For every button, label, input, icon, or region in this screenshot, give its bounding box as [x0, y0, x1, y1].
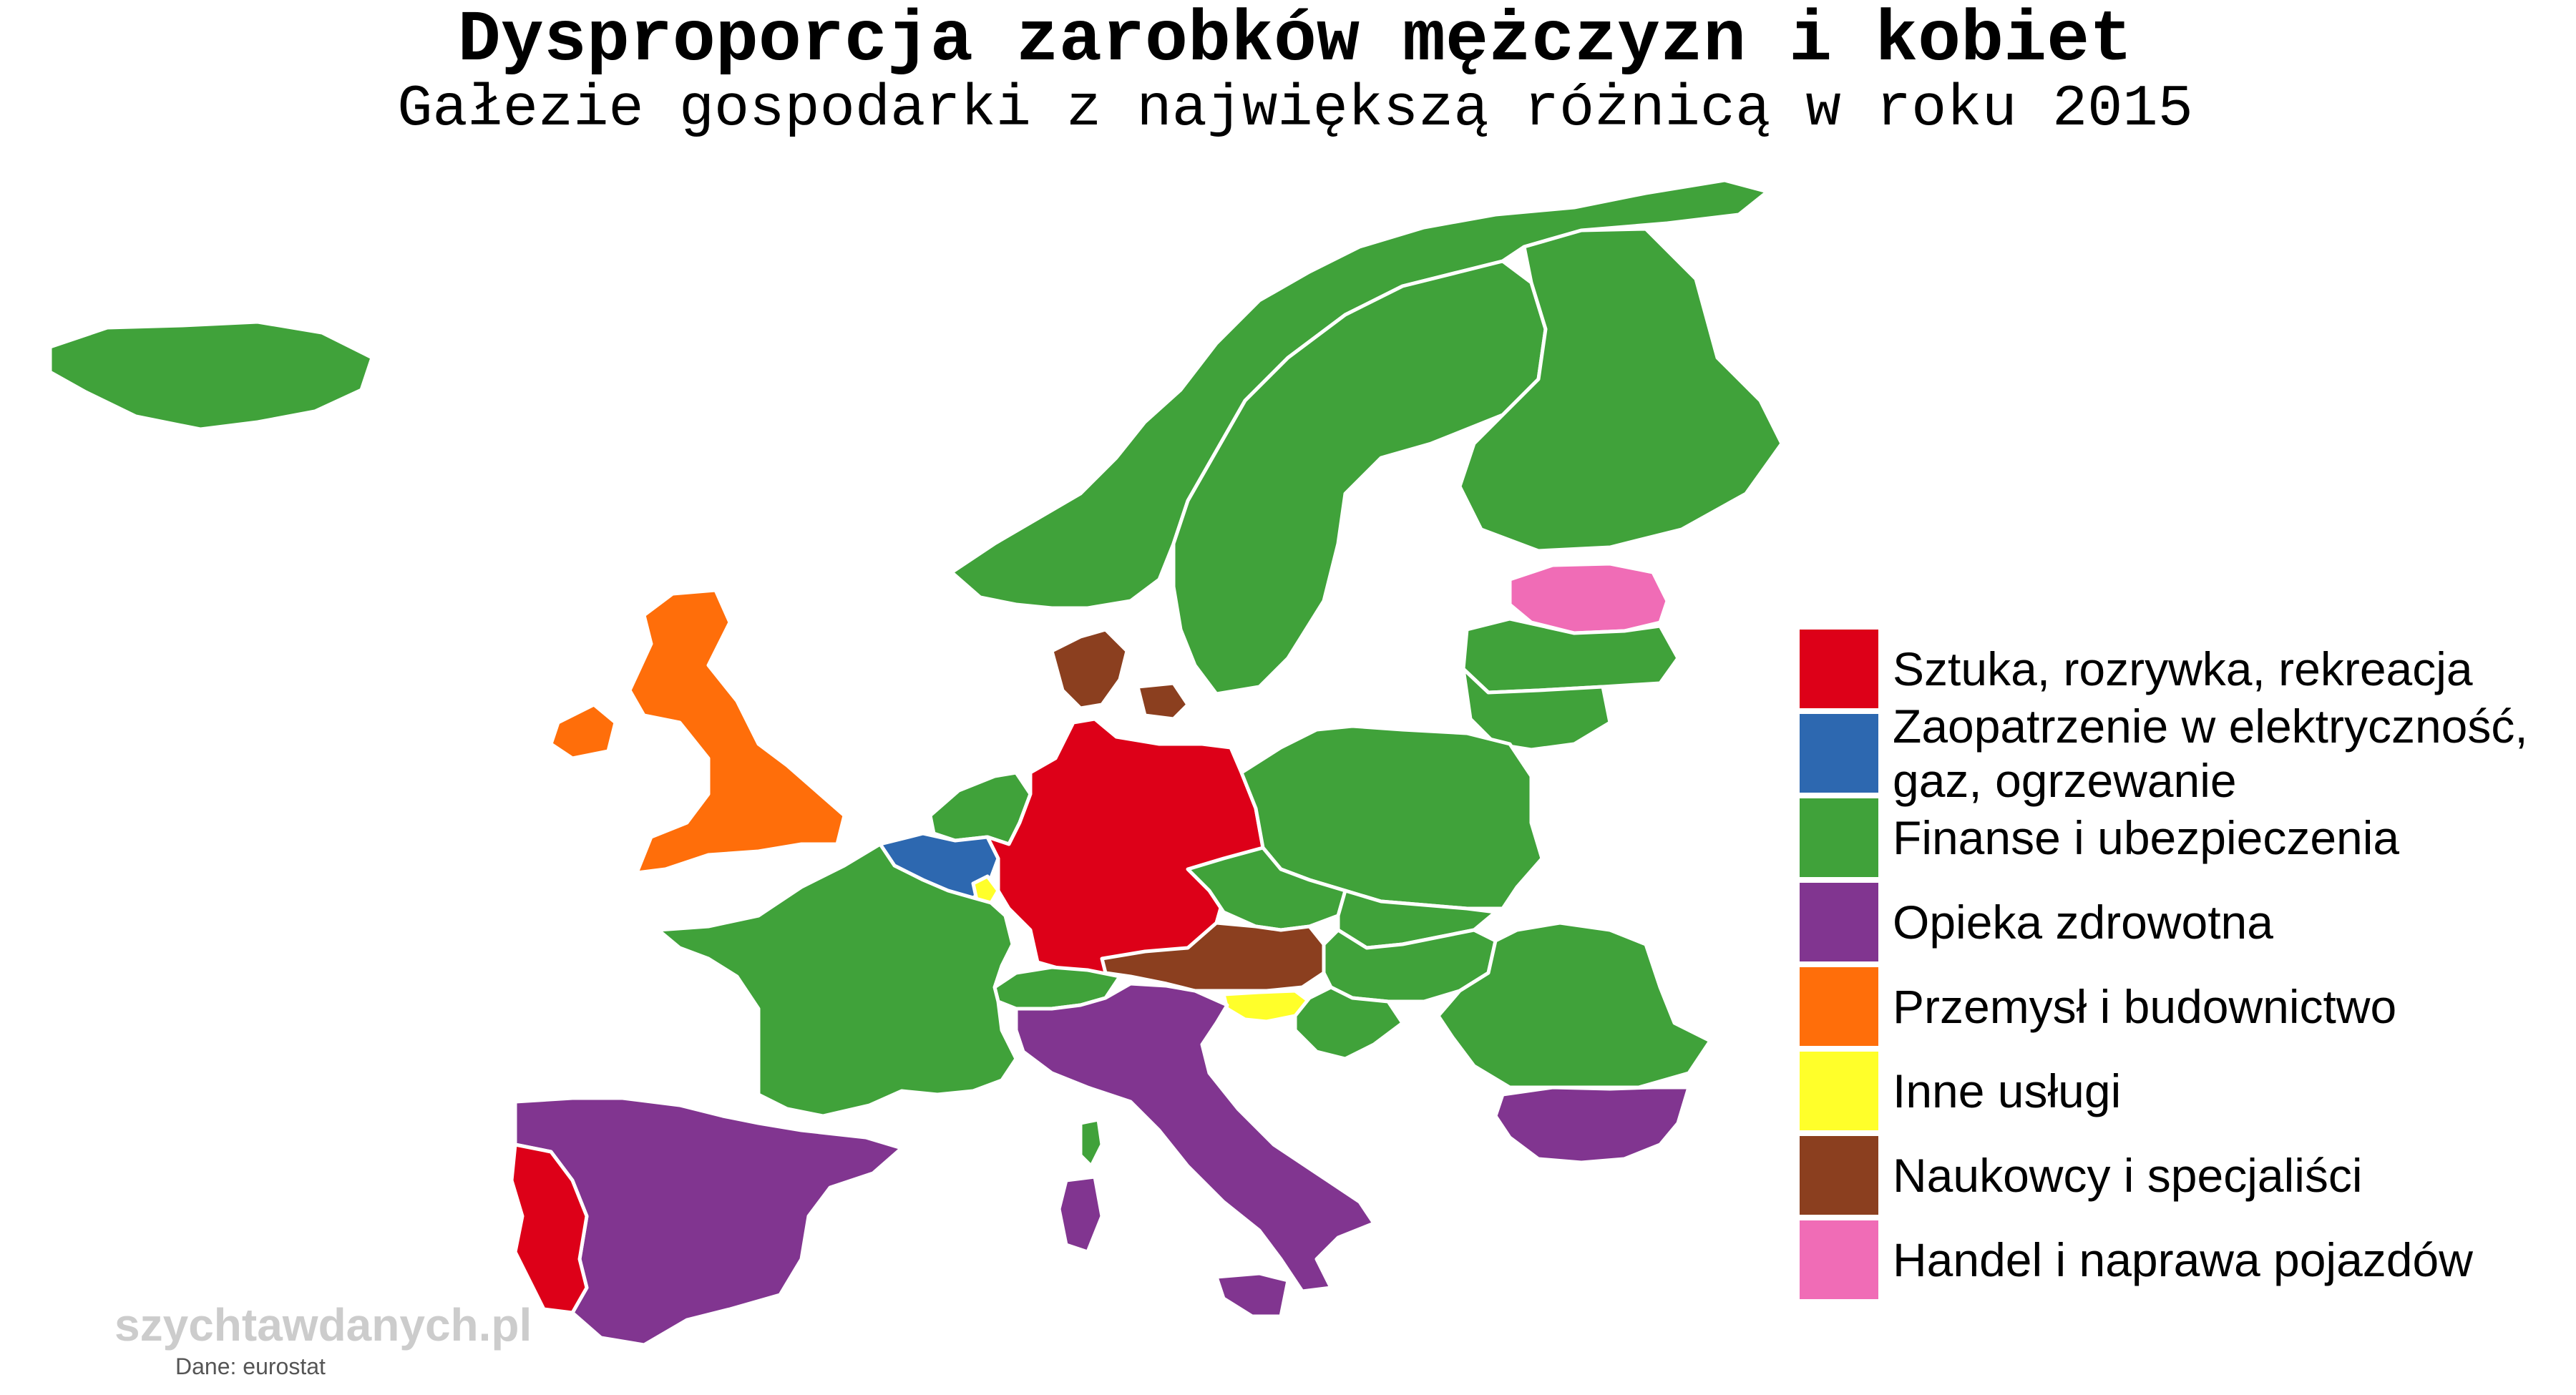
- italy: [1014, 982, 1376, 1293]
- finland: [1458, 227, 1784, 553]
- legend-label: Inne usługi: [1893, 1064, 2122, 1117]
- united-kingdom: [549, 588, 847, 875]
- legend-item-other: Inne usługi: [1800, 1052, 2576, 1130]
- legend-label: Sztuka, rozrywka, rekreacja: [1893, 642, 2473, 695]
- sardinia: [1057, 1175, 1104, 1254]
- legend-label: Przemysł i budownictwo: [1893, 980, 2397, 1033]
- iceland: [48, 320, 374, 431]
- denmark: [1050, 627, 1190, 721]
- legend-item-energy: Zaopatrzenie w elektryczność, gaz, ogrze…: [1800, 700, 2576, 807]
- legend-swatch: [1800, 798, 1878, 877]
- legend-label: Handel i naprawa pojazdów: [1893, 1233, 2473, 1286]
- legend-swatch: [1800, 967, 1878, 1046]
- legend-swatch: [1800, 714, 1878, 793]
- legend-swatch: [1800, 1052, 1878, 1130]
- legend-label: Opieka zdrowotna: [1893, 896, 2273, 949]
- legend-swatch: [1800, 883, 1878, 961]
- legend-swatch: [1800, 1136, 1878, 1215]
- page-subtitle: Gałezie gospodarki z największą różnicą …: [397, 76, 2193, 142]
- legend-swatch: [1800, 1220, 1878, 1299]
- france: [656, 842, 1018, 1118]
- source-note: Dane: eurostat: [175, 1354, 326, 1379]
- norway: [950, 178, 1770, 610]
- bulgaria: [1493, 1085, 1691, 1165]
- legend-item-arts: Sztuka, rozrywka, rekreacja: [1800, 630, 2576, 708]
- corsica: [1078, 1117, 1104, 1168]
- legend-item-industry: Przemysł i budownictwo: [1800, 967, 2576, 1046]
- romania: [1436, 921, 1712, 1090]
- sicily: [1214, 1271, 1290, 1318]
- legend-label: Finanse i ubezpieczenia: [1893, 811, 2400, 864]
- lithuania: [1461, 667, 1612, 752]
- legend-item-trade: Handel i naprawa pojazdów: [1800, 1220, 2576, 1299]
- legend-item-health: Opieka zdrowotna: [1800, 883, 2576, 961]
- portugal: [509, 1142, 589, 1315]
- estonia: [1508, 562, 1669, 635]
- legend-item-finance: Finanse i ubezpieczenia: [1800, 798, 2576, 877]
- page-title: Dysproporcja zarobków mężczyzn i kobiet: [457, 1, 2133, 82]
- watermark: szychtawdanych.pl: [114, 1299, 532, 1351]
- legend-swatch: [1800, 630, 1878, 708]
- croatia: [1293, 985, 1405, 1061]
- legend-label: Zaopatrzenie w elektryczność, gaz, ogrze…: [1893, 700, 2528, 807]
- legend-item-science: Naukowcy i specjaliści: [1800, 1136, 2576, 1215]
- legend-label: Naukowcy i specjaliści: [1893, 1149, 2363, 1202]
